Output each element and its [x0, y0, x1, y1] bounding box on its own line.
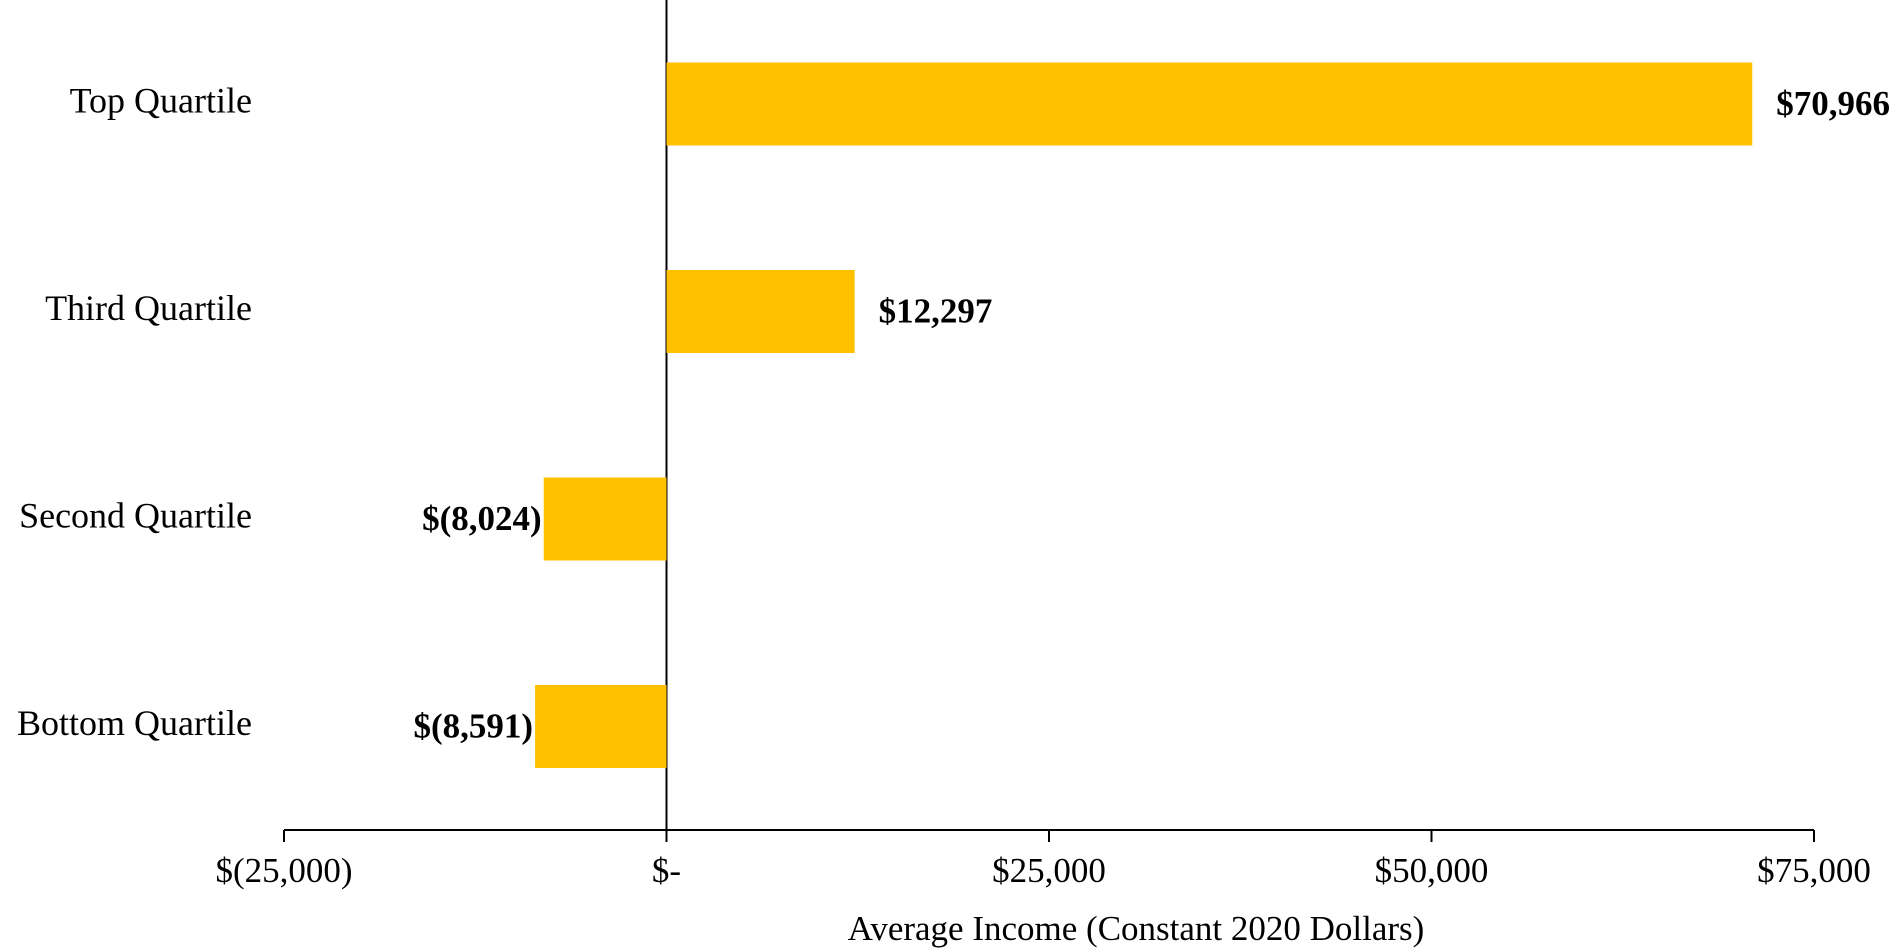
x-tick-label: $50,000 [1375, 851, 1489, 890]
bar [543, 477, 667, 561]
x-tick-label: $25,000 [992, 851, 1106, 890]
y-tick-label: Bottom Quartile [17, 703, 252, 743]
x-tick-label: $- [652, 851, 681, 890]
value-label: $12,297 [879, 292, 993, 331]
value-label: $(8,024) [422, 499, 542, 538]
y-tick-label: Second Quartile [19, 495, 252, 535]
y-tick-label: Third Quartile [45, 288, 252, 328]
bar [535, 685, 667, 768]
x-tick-label: $(25,000) [215, 851, 352, 890]
x-tick-label: $75,000 [1757, 851, 1871, 890]
x-axis-title: Average Income (Constant 2020 Dollars) [848, 909, 1425, 948]
bar [666, 62, 1753, 146]
value-label: $(8,591) [413, 707, 533, 746]
y-tick-label: Top Quartile [70, 80, 252, 120]
value-label: $70,966 [1776, 84, 1890, 123]
bar [666, 270, 855, 353]
